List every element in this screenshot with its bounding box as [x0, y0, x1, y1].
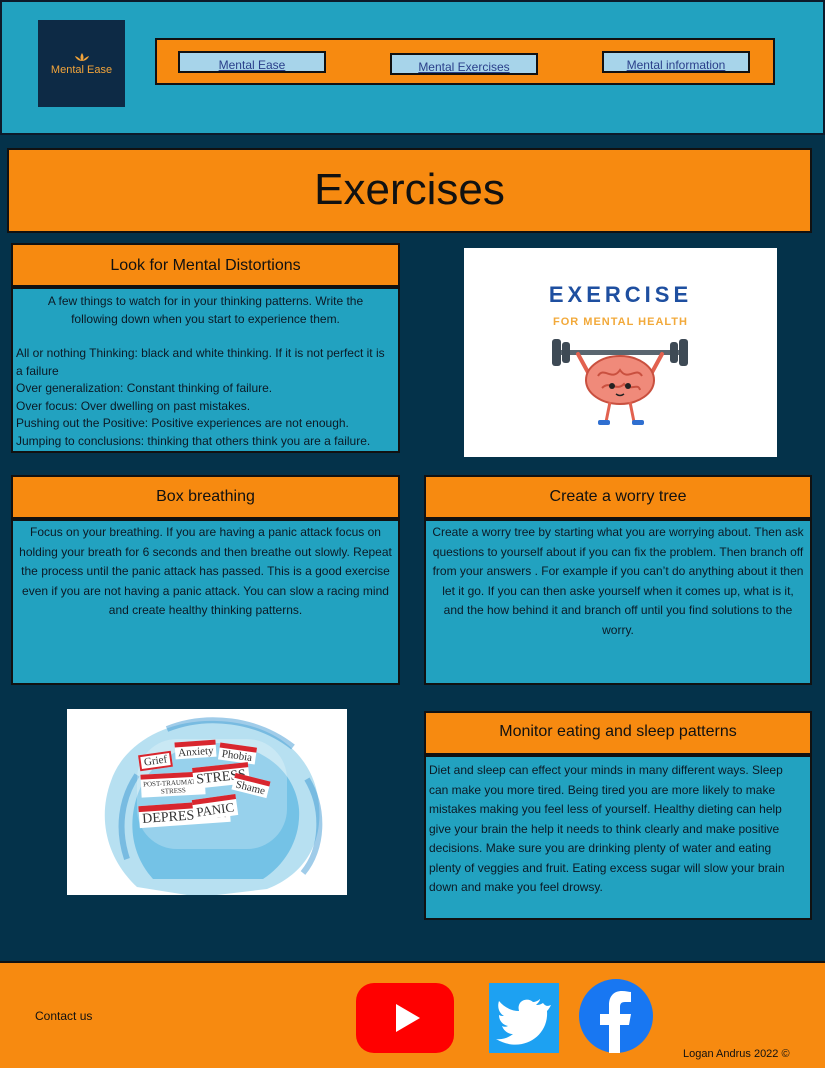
lotus-icon: [74, 52, 89, 61]
site-header: Mental Ease Mental Ease Mental Exercises…: [0, 0, 825, 135]
contact-us-link[interactable]: Contact us: [35, 1009, 93, 1023]
list-item: Pushing out the Positive: Positive exper…: [16, 416, 349, 430]
box-breathing-card-title: Box breathing: [11, 475, 400, 519]
nav-mental-ease[interactable]: Mental Ease: [178, 51, 326, 73]
box-breathing-card-body: Focus on your breathing. If you are havi…: [11, 519, 400, 685]
list-item: Over focus: Over dwelling on past mistak…: [16, 398, 251, 413]
facebook-icon[interactable]: [579, 979, 653, 1058]
page-title: Exercises: [314, 165, 505, 214]
list-item: All or nothing Thinking: black and white…: [16, 346, 385, 378]
page-title-box: Exercises: [7, 148, 812, 233]
site-footer: Contact us Logan Andrus 2022 ©: [0, 961, 825, 1068]
distortions-intro: A few things to watch for in your thinki…: [47, 294, 364, 326]
eating-sleep-card-title: Monitor eating and sleep patterns: [424, 711, 812, 755]
distortions-list: All or nothing Thinking: black and white…: [13, 345, 398, 450]
nav-mental-information[interactable]: Mental information: [602, 51, 750, 73]
distortions-card-body: A few things to watch for in your thinki…: [11, 287, 400, 453]
eating-sleep-card-body: Diet and sleep can effect your minds in …: [424, 755, 812, 920]
exercise-image-subheading: FOR MENTAL HEALTH: [553, 316, 688, 328]
youtube-icon[interactable]: [356, 983, 454, 1058]
logo-text: Mental Ease: [50, 63, 113, 76]
exercise-image-heading: EXERCISE: [548, 282, 693, 307]
twitter-icon[interactable]: [489, 983, 559, 1058]
worry-tree-card-body: Create a worry tree by starting what you…: [424, 519, 812, 685]
logo[interactable]: Mental Ease: [38, 20, 125, 107]
nav-mental-exercises[interactable]: Mental Exercises: [390, 53, 538, 75]
brain-lifting-barbell-icon: [552, 339, 688, 425]
list-item: Jumping to conclusions: thinking that ot…: [16, 433, 371, 448]
distortions-card-title: Look for Mental Distortions: [11, 243, 400, 287]
mental-health-head-image: Grief Anxiety Phobia POST-TRAUMATIC STRE…: [67, 709, 347, 895]
list-item: Over generalization: Constant thinking o…: [16, 381, 273, 395]
exercise-for-mental-health-image: EXERCISE FOR MENTAL HEALTH: [464, 248, 777, 457]
copyright-text: Logan Andrus 2022 ©: [683, 1048, 790, 1060]
nav-bar: Mental Ease Mental Exercises Mental info…: [155, 38, 775, 85]
worry-tree-card-title: Create a worry tree: [424, 475, 812, 519]
label-anxiety: Anxiety: [174, 739, 217, 760]
